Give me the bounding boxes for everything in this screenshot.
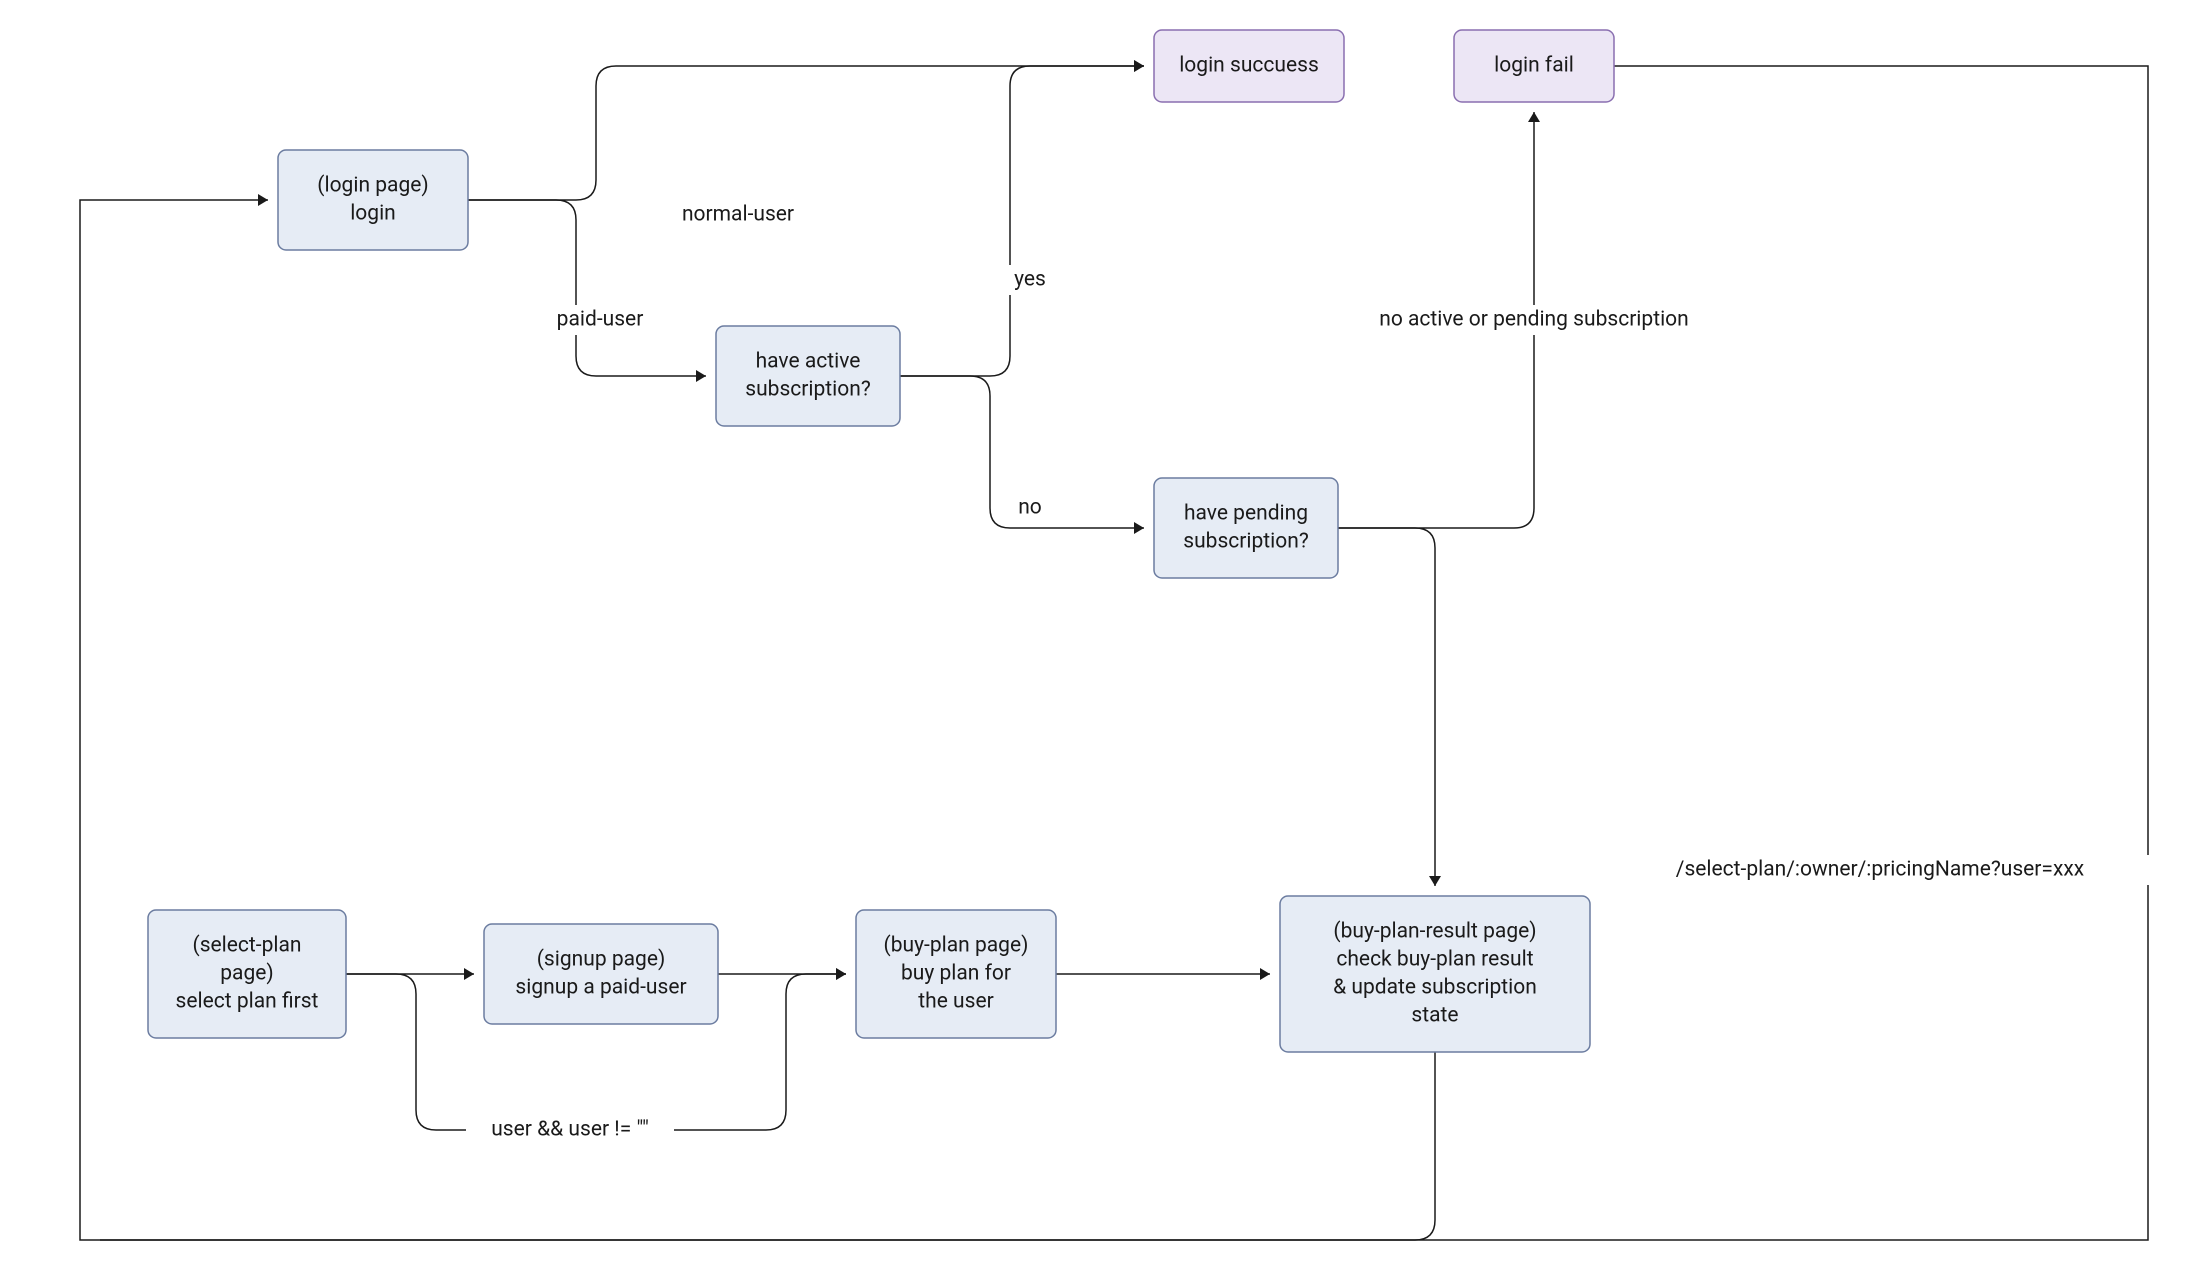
node-label: subscription? xyxy=(745,378,871,402)
node-label: login xyxy=(350,202,396,226)
node-label: have active xyxy=(756,350,861,374)
arrowhead xyxy=(464,968,474,980)
node-label: login succuess xyxy=(1179,54,1319,78)
node-label: buy plan for xyxy=(901,962,1011,986)
node-label: (buy-plan-result page) xyxy=(1333,920,1536,944)
node-label: select plan first xyxy=(176,990,319,1014)
arrowhead xyxy=(1134,60,1144,72)
node-success: login succuess xyxy=(1154,30,1344,102)
node-label: subscription? xyxy=(1183,530,1309,554)
arrowhead xyxy=(258,194,268,206)
edge-label: no active or pending subscription xyxy=(1379,308,1689,332)
node-label: & update subscription xyxy=(1333,976,1537,1000)
edge-label: yes xyxy=(1014,268,1046,292)
node-label: signup a paid-user xyxy=(515,976,686,1000)
nodes-layer: (login page) login login succuess login fai… xyxy=(148,30,1614,1052)
node-label: check buy-plan result xyxy=(1336,948,1533,972)
node-buy: (buy-plan page) buy plan for the user xyxy=(856,910,1056,1038)
edge-e-result-login xyxy=(100,1052,1435,1240)
node-fail: login fail xyxy=(1454,30,1614,102)
node-label: the user xyxy=(918,990,993,1014)
node-signup: (signup page) signup a paid-user xyxy=(484,924,718,1024)
edge-label: normal-user xyxy=(682,203,794,227)
node-login: (login page) login xyxy=(278,150,468,250)
edge-e-active-yes xyxy=(900,66,1144,376)
node-label: page) xyxy=(220,962,273,986)
node-label: state xyxy=(1411,1004,1458,1028)
node-result: (buy-plan-result page) check buy-plan res… xyxy=(1280,896,1590,1052)
edge-e-login-paid xyxy=(468,200,706,376)
node-label: login fail xyxy=(1494,54,1574,78)
arrowhead xyxy=(1429,876,1441,886)
node-label: (select-plan xyxy=(193,934,302,958)
edge-e-login-normal xyxy=(468,66,1144,200)
arrowhead xyxy=(1260,968,1270,980)
edge-label: /select-plan/:owner/:pricingName?user=xx… xyxy=(1676,858,2084,882)
edge-label: no xyxy=(1018,496,1042,520)
node-pending: have pending subscription? xyxy=(1154,478,1338,578)
flowchart-canvas: (login page) login login succuess login fai… xyxy=(0,0,2192,1271)
edge-label: paid-user xyxy=(557,308,644,332)
node-label: (login page) xyxy=(317,174,428,198)
node-active: have active subscription? xyxy=(716,326,900,426)
arrowhead xyxy=(1528,112,1540,122)
edge-e-pending-result-real xyxy=(1338,528,1435,886)
arrowhead xyxy=(1134,522,1144,534)
node-label: (signup page) xyxy=(537,948,666,972)
arrowhead xyxy=(696,370,706,382)
node-label: have pending xyxy=(1184,502,1308,526)
edge-label: user && user != "" xyxy=(491,1118,649,1142)
node-select: (select-plan page) select plan first xyxy=(148,910,346,1038)
arrowhead xyxy=(836,968,846,980)
node-label: (buy-plan page) xyxy=(884,934,1029,958)
